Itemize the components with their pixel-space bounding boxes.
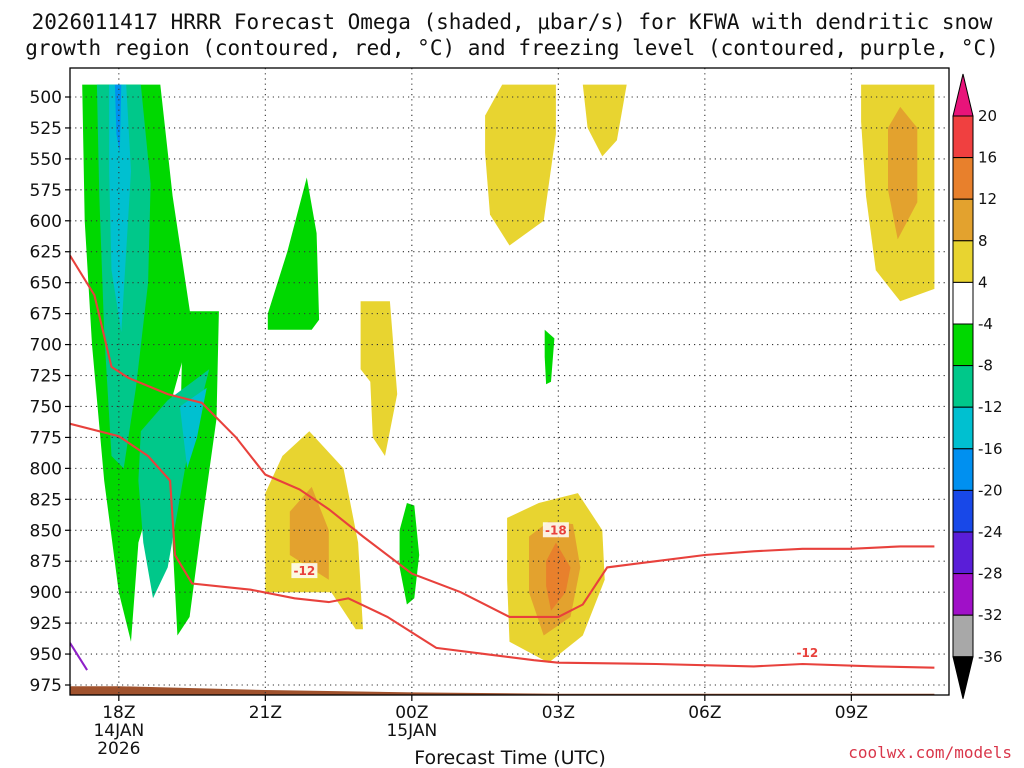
y-tick-label-575: 575 bbox=[30, 181, 62, 201]
colorbar-bin--36--32 bbox=[952, 614, 974, 658]
colorbar-bin--16--12 bbox=[952, 406, 974, 450]
y-tick-label-775: 775 bbox=[30, 428, 62, 448]
omega-region-16 bbox=[289, 486, 329, 580]
x-tick-label-03Z-1: 03Z bbox=[542, 703, 575, 723]
omega-region-8 bbox=[179, 387, 207, 469]
x-tick-label-18Z-3: 2026 bbox=[97, 739, 140, 759]
colorbar-bin--24--20 bbox=[952, 489, 974, 533]
x-tick-label-00Z-2: 15JAN bbox=[386, 721, 437, 741]
x-tick-label-18Z-2: 14JAN bbox=[93, 721, 144, 741]
colorbar-label-12: 12 bbox=[978, 190, 997, 208]
y-tick-label-600: 600 bbox=[30, 212, 62, 232]
terrain-layer bbox=[70, 686, 935, 695]
x-tick-label-00Z-1: 00Z bbox=[395, 703, 428, 723]
omega-region-12 bbox=[485, 84, 556, 246]
colorbar-label--36: -36 bbox=[978, 648, 1003, 666]
colorbar-bin--8--4 bbox=[952, 323, 974, 367]
colorbar-label--24: -24 bbox=[978, 523, 1003, 541]
colorbar-bin-12-16 bbox=[952, 157, 974, 200]
colorbar-bin-8-12 bbox=[952, 198, 974, 242]
y-tick-label-625: 625 bbox=[30, 243, 62, 263]
contour-dendritic_upper bbox=[70, 254, 935, 618]
colorbar-label--12: -12 bbox=[978, 398, 1003, 416]
y-tick-label-825: 825 bbox=[30, 490, 62, 510]
contour-label-bg-dendritic_lower-1 bbox=[794, 644, 821, 660]
colorbar-label--32: -32 bbox=[978, 606, 1003, 624]
y-tick-label-650: 650 bbox=[30, 274, 62, 294]
contour-label-dendritic_lower-1: -12 bbox=[797, 646, 819, 660]
y-tick-label-850: 850 bbox=[30, 521, 62, 541]
colorbar: 20 16 12 8 4 -4 -8 -12 -16 -20 -24 -28 -32 -36 bbox=[952, 73, 1003, 699]
contour-label-bg-dendritic_lower-0 bbox=[291, 563, 318, 579]
omega-region-7 bbox=[109, 84, 131, 333]
x-tick-label-21Z-1: 21Z bbox=[249, 703, 282, 723]
x-axis-label: Forecast Time (UTC) bbox=[414, 747, 605, 768]
colorbar-label--16: -16 bbox=[978, 440, 1003, 458]
colorbar-bin-4-8 bbox=[952, 240, 974, 283]
colorbar-label-20: 20 bbox=[978, 107, 997, 125]
colorbar-label--20: -20 bbox=[978, 481, 1003, 499]
omega-shading bbox=[82, 84, 935, 663]
colorbar-label--8: -8 bbox=[978, 357, 993, 375]
contour-label-dendritic_upper-0: -18 bbox=[545, 523, 567, 537]
terrain-fill bbox=[70, 686, 935, 695]
omega-region-19 bbox=[546, 542, 571, 611]
colorbar-under-arrow bbox=[952, 656, 974, 699]
y-tick-label-725: 725 bbox=[30, 367, 62, 387]
colorbar-bin--20--16 bbox=[952, 448, 974, 491]
y-tick-label-700: 700 bbox=[30, 336, 62, 356]
chart-title-line-1: 2026011417 HRRR Forecast Omega (shaded, … bbox=[32, 10, 993, 34]
colorbar-bin--12--8 bbox=[952, 365, 974, 408]
colorbar-label-4: 4 bbox=[978, 273, 988, 291]
plot-area: -18 -12 -12 bbox=[69, 67, 950, 696]
y-tick-label-500: 500 bbox=[30, 88, 62, 108]
omega-region-11 bbox=[360, 301, 398, 456]
plot-frame bbox=[69, 67, 950, 696]
y-tick-label-925: 925 bbox=[30, 614, 62, 634]
colorbar-label--4: -4 bbox=[978, 315, 993, 333]
y-tick-label-975: 975 bbox=[30, 676, 62, 696]
y-tick-label-875: 875 bbox=[30, 552, 62, 572]
y-tick-label-525: 525 bbox=[30, 119, 62, 139]
contour-label-bg-dendritic_upper-0 bbox=[542, 522, 569, 538]
x-tick-label-18Z-1: 18Z bbox=[102, 703, 135, 723]
contour-label-dendritic_lower-0: -12 bbox=[294, 564, 316, 578]
colorbar-bin--28--24 bbox=[952, 531, 974, 575]
y-tick-label-900: 900 bbox=[30, 583, 62, 603]
y-tick-label-675: 675 bbox=[30, 305, 62, 325]
omega-region-13 bbox=[582, 84, 627, 157]
y-tick-label-800: 800 bbox=[30, 459, 62, 479]
y-axis: 500 525 550 575 600 625 650 675 700 725 750 775 800 8… bbox=[30, 88, 70, 696]
source-credit: coolwx.com/models bbox=[848, 743, 1012, 762]
y-tick-label-750: 750 bbox=[30, 397, 62, 417]
contour-freezing_level bbox=[70, 642, 88, 671]
colorbar-bin-16-20 bbox=[952, 115, 974, 159]
temperature-contours: -18 -12 -12 bbox=[70, 254, 935, 671]
x-tick-label-09Z-1: 09Z bbox=[835, 703, 868, 723]
chart-title-line-2: growth region (contoured, red, °C) and f… bbox=[25, 36, 999, 60]
colorbar-bin--4-4 bbox=[952, 281, 974, 325]
omega-region-2 bbox=[267, 177, 320, 330]
contour-dendritic_lower bbox=[70, 422, 935, 669]
colorbar-label-16: 16 bbox=[978, 149, 997, 167]
omega-region-9 bbox=[114, 84, 122, 153]
colorbar-label-8: 8 bbox=[978, 232, 988, 250]
y-tick-label-550: 550 bbox=[30, 150, 62, 170]
colorbar-bin--32--28 bbox=[952, 573, 974, 616]
colorbar-label--28: -28 bbox=[978, 565, 1003, 583]
x-tick-label-06Z-1: 06Z bbox=[688, 703, 721, 723]
omega-region-4 bbox=[399, 503, 420, 605]
grid-lines bbox=[70, 68, 949, 695]
omega-region-18 bbox=[888, 106, 918, 240]
y-tick-label-950: 950 bbox=[30, 645, 62, 665]
omega-region-3 bbox=[544, 329, 555, 385]
